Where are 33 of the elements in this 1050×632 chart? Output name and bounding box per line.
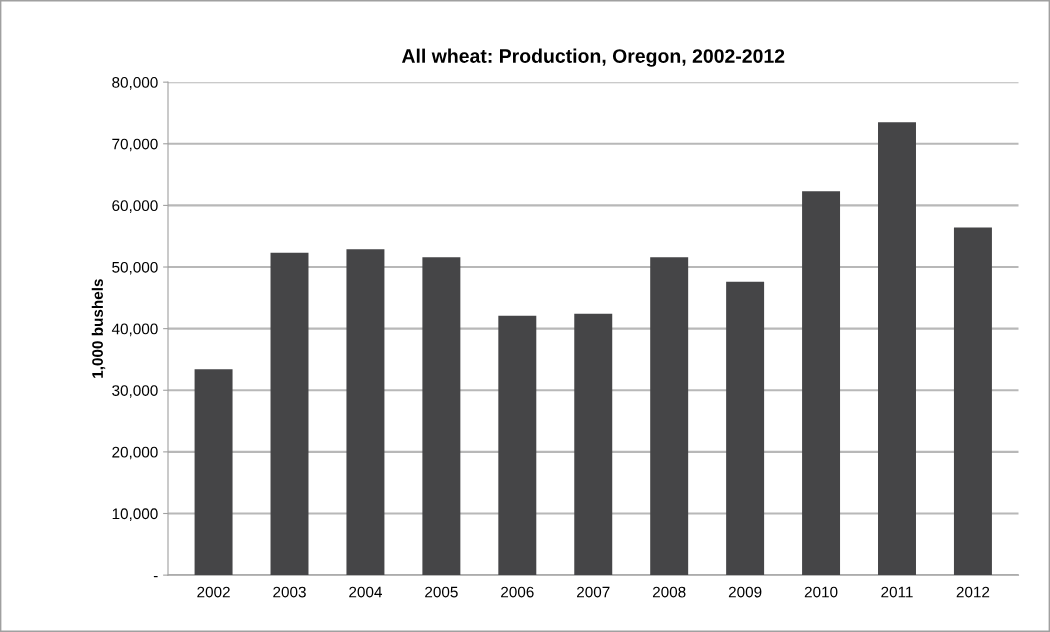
x-tick-label: 2004 xyxy=(349,586,382,598)
x-tick-label: 2012 xyxy=(956,586,990,598)
y-tick-label: 20,000 xyxy=(112,446,158,460)
y-tick-label: 80,000 xyxy=(112,77,158,90)
bar xyxy=(574,313,613,576)
chart-title: All wheat: Production, Oregon, 2002-2012 xyxy=(401,48,785,67)
bar xyxy=(650,257,689,576)
bar xyxy=(726,281,765,576)
x-tick-label: 2010 xyxy=(804,586,838,598)
bar xyxy=(498,315,537,576)
y-tick-label: 10,000 xyxy=(112,508,158,521)
x-tick-label: 2011 xyxy=(881,586,913,598)
bar xyxy=(953,227,992,576)
x-tick-label: 2006 xyxy=(501,586,534,598)
bar xyxy=(346,249,385,576)
bar xyxy=(270,252,309,576)
y-tick-label: 40,000 xyxy=(111,323,158,337)
bar xyxy=(422,257,461,576)
x-tick-label: 2007 xyxy=(577,586,610,598)
y-tick-label: - xyxy=(153,576,158,578)
bar xyxy=(802,191,841,576)
y-tick-label: 70,000 xyxy=(112,138,158,152)
y-axis-title: 1,000 bushels xyxy=(91,279,106,378)
bar xyxy=(878,122,916,576)
x-tick-label: 2005 xyxy=(425,586,458,598)
y-tick-label: 60,000 xyxy=(112,200,158,213)
x-tick-label: 2003 xyxy=(273,586,306,598)
x-tick-label: 2009 xyxy=(728,586,762,598)
y-tick-label: 30,000 xyxy=(112,385,158,398)
x-tick-label: 2002 xyxy=(197,586,230,598)
bar xyxy=(194,369,233,576)
x-tick-label: 2008 xyxy=(652,586,686,598)
y-tick-label: 50,000 xyxy=(112,261,158,275)
